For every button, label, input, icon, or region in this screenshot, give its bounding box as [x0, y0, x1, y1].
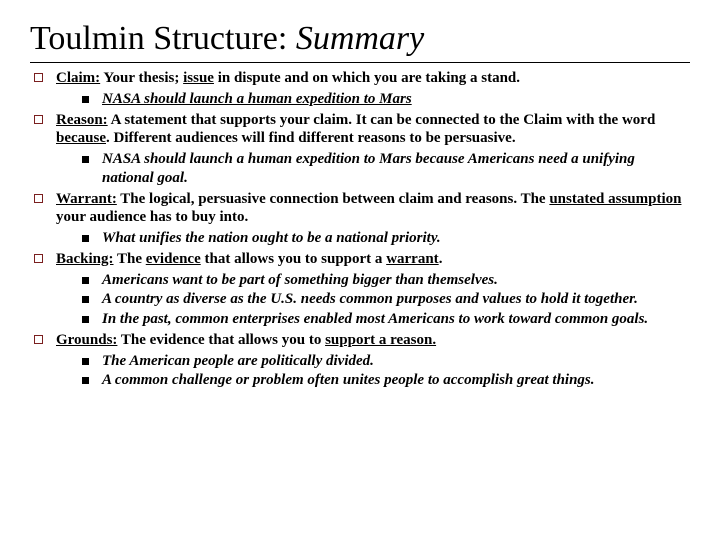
term-claim: Claim: — [56, 70, 100, 86]
slide-title: Toulmin Structure: Summary — [30, 20, 690, 63]
sub-item: Americans want to be part of something b… — [80, 271, 690, 290]
sub-claim: NASA should launch a human expedition to… — [56, 90, 690, 109]
sub-item: The American people are politically divi… — [80, 352, 690, 371]
sub-item: In the past, common enterprises enabled … — [80, 310, 690, 329]
slide: Toulmin Structure: Summary Claim: Your t… — [0, 0, 720, 540]
item-grounds: Grounds: The evidence that allows you to… — [30, 331, 690, 390]
sub-backing: Americans want to be part of something b… — [56, 271, 690, 329]
sub-reason: NASA should launch a human expedition to… — [56, 150, 690, 188]
item-claim: Claim: Your thesis; issue in dispute and… — [30, 69, 690, 109]
sub-warrant: What unifies the nation ought to be a na… — [56, 229, 690, 248]
sub-item: NASA should launch a human expedition to… — [80, 90, 690, 109]
term-grounds: Grounds: — [56, 332, 117, 348]
sub-grounds: The American people are politically divi… — [56, 352, 690, 391]
item-backing: Backing: The evidence that allows you to… — [30, 250, 690, 329]
sub-item: A common challenge or problem often unit… — [80, 371, 690, 390]
item-reason: Reason: A statement that supports your c… — [30, 111, 690, 188]
title-main: Toulmin Structure: — [30, 20, 296, 57]
outline-list: Claim: Your thesis; issue in dispute and… — [30, 69, 690, 390]
sub-item: A country as diverse as the U.S. needs c… — [80, 290, 690, 309]
item-warrant: Warrant: The logical, persuasive connect… — [30, 190, 690, 248]
term-reason: Reason: — [56, 112, 108, 128]
term-warrant: Warrant: — [56, 191, 117, 207]
sub-item: What unifies the nation ought to be a na… — [80, 229, 690, 248]
term-backing: Backing: — [56, 251, 114, 267]
sub-item: NASA should launch a human expedition to… — [80, 150, 690, 188]
title-italic: Summary — [296, 20, 424, 57]
